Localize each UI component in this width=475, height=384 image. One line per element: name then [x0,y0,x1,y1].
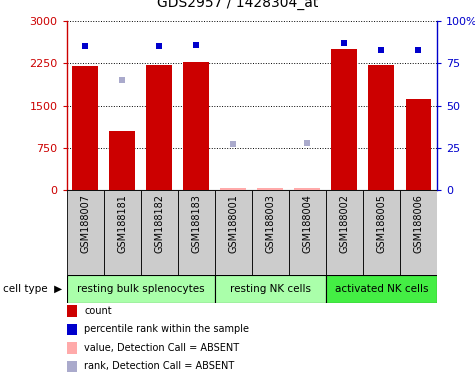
Bar [109,131,135,190]
Text: rank, Detection Call = ABSENT: rank, Detection Call = ABSENT [84,361,234,371]
Bar [141,190,178,275]
Bar [72,66,98,190]
Bar [332,49,357,190]
Text: resting bulk splenocytes: resting bulk splenocytes [77,284,204,294]
Bar [215,275,326,303]
Text: resting NK cells: resting NK cells [230,284,311,294]
Bar [220,189,246,190]
Text: GSM188004: GSM188004 [302,194,313,253]
Text: GSM188003: GSM188003 [265,194,275,253]
Text: GSM188181: GSM188181 [117,194,127,253]
Bar [369,65,394,190]
Text: GSM188005: GSM188005 [376,194,387,253]
Text: GSM188182: GSM188182 [154,194,164,253]
Text: GSM188183: GSM188183 [191,194,201,253]
Bar [104,190,141,275]
Bar [289,190,326,275]
Text: GSM188002: GSM188002 [339,194,350,253]
Text: GSM188001: GSM188001 [228,194,238,253]
Text: percentile rank within the sample: percentile rank within the sample [84,324,249,334]
Bar [406,99,431,190]
Bar [66,190,104,275]
Bar [326,190,363,275]
Bar [252,190,289,275]
Bar [363,190,400,275]
Bar [215,190,252,275]
Bar [146,65,172,190]
Bar [66,275,215,303]
Text: value, Detection Call = ABSENT: value, Detection Call = ABSENT [84,343,239,353]
Text: GSM188006: GSM188006 [413,194,424,253]
Text: activated NK cells: activated NK cells [335,284,428,294]
Text: cell type  ▶: cell type ▶ [3,284,62,294]
Bar [178,190,215,275]
Bar [294,189,320,190]
Text: GDS2957 / 1428304_at: GDS2957 / 1428304_at [157,0,318,10]
Bar [400,190,437,275]
Text: count: count [84,306,112,316]
Text: GSM188007: GSM188007 [80,194,90,253]
Bar [257,189,283,190]
Bar [183,62,209,190]
Bar [326,275,437,303]
